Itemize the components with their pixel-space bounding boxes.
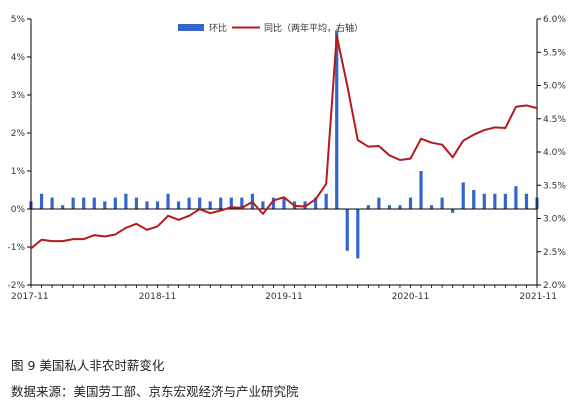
right-tick-label: 4.5% (543, 115, 566, 125)
right-tick-label: 3.5% (543, 181, 566, 191)
legend-bar-label: 环比 (209, 22, 227, 34)
legend-line-label: 同比（两年平均，右轴） (264, 22, 363, 34)
bar-2021-01 (429, 205, 434, 209)
bar-2020-02 (314, 197, 318, 209)
legend-bar-swatch (178, 24, 204, 31)
bar-2019-11 (282, 197, 286, 209)
bar-2019-05 (219, 197, 223, 209)
figure-caption-title: 图 9 美国私人非农时薪变化 (11, 358, 165, 373)
bar-2018-12 (166, 193, 170, 209)
tick-labels: -2% -1% 0% 1% 2% 3% 4% 5% 2.0% 2.5% 3.0% 3.5% 4.0% 4.… (7, 15, 566, 302)
line-series (30, 34, 538, 250)
left-tick-label: 0% (11, 205, 26, 215)
bar-2020-11 (408, 197, 413, 209)
right-tick-label: 5.5% (543, 48, 566, 58)
bar-2017-12 (39, 193, 44, 209)
bar-2019-10 (271, 197, 276, 209)
bar-2020-05 (345, 209, 349, 251)
bar-2021-03 (451, 209, 455, 213)
bar-2020-03 (324, 193, 328, 209)
left-tick-label: 3% (11, 91, 26, 101)
bar-2019-09 (261, 201, 265, 209)
right-tick-label: 6.0% (543, 15, 566, 25)
right-tick-label: 3.0% (543, 215, 566, 225)
x-tick-label: 2018-11 (139, 292, 177, 302)
right-tick-label: 5.0% (543, 82, 566, 92)
bar-2018-06 (103, 201, 107, 209)
bar-2018-10 (145, 201, 149, 209)
bar-2021-08 (503, 193, 507, 209)
bar-2021-04 (461, 182, 465, 209)
bar-2021-06 (482, 193, 486, 209)
chart-svg: 环比 同比（两年平均，右轴） -2% -1% 0% 1% 2% 3% 4% 5% 2.0% 2.5… (7, 15, 566, 302)
left-tick-label: 2% (11, 129, 26, 139)
bar-2019-07 (240, 197, 244, 209)
bar-2020-01 (303, 201, 307, 209)
bar-2019-02 (187, 197, 191, 209)
right-tick-label: 2.0% (543, 281, 566, 291)
left-tick-label: -1% (7, 243, 25, 253)
line-yoy-two-year-avg (30, 34, 538, 250)
bar-2021-02 (440, 197, 444, 209)
left-tick-label: 5% (11, 15, 26, 25)
axes (27, 18, 541, 288)
bar-2020-09 (387, 205, 392, 209)
x-tick-label: 2017-11 (11, 292, 49, 302)
bar-2021-07 (493, 193, 497, 209)
bar-2018-07 (113, 197, 117, 209)
bar-2019-06 (229, 197, 233, 209)
bar-2018-03 (71, 197, 75, 209)
x-tick-label: 2019-11 (265, 292, 303, 302)
bar-2018-05 (92, 197, 96, 209)
bar-2018-04 (82, 197, 86, 209)
bar-2018-01 (50, 197, 54, 209)
x-tick-label: 2020-11 (392, 292, 430, 302)
bar-2020-08 (377, 197, 381, 209)
bar-2020-10 (398, 205, 402, 209)
bar-2019-03 (198, 197, 202, 209)
bar-series (29, 30, 539, 259)
left-tick-label: 1% (11, 167, 26, 177)
bar-2018-08 (124, 193, 128, 209)
bar-2021-09 (514, 186, 518, 209)
right-tick-label: 4.0% (543, 148, 566, 158)
bar-2018-09 (134, 197, 139, 209)
bar-2018-02 (61, 205, 65, 209)
bar-2021-10 (524, 193, 529, 209)
bar-2020-07 (366, 205, 370, 209)
bar-2019-04 (208, 201, 212, 209)
bar-2021-05 (472, 190, 476, 209)
figure-caption-source: 数据来源：美国劳工部、京东宏观经济与产业研究院 (11, 384, 299, 399)
bar-2018-11 (155, 201, 160, 209)
left-tick-label: -2% (7, 281, 25, 291)
bar-2020-04 (335, 30, 339, 210)
x-tick-label: 2021-11 (519, 292, 557, 302)
left-tick-label: 4% (11, 53, 26, 63)
right-tick-label: 2.5% (543, 248, 566, 258)
bar-2020-12 (419, 171, 423, 209)
bar-2020-06 (356, 209, 360, 259)
bar-2019-01 (176, 201, 181, 209)
